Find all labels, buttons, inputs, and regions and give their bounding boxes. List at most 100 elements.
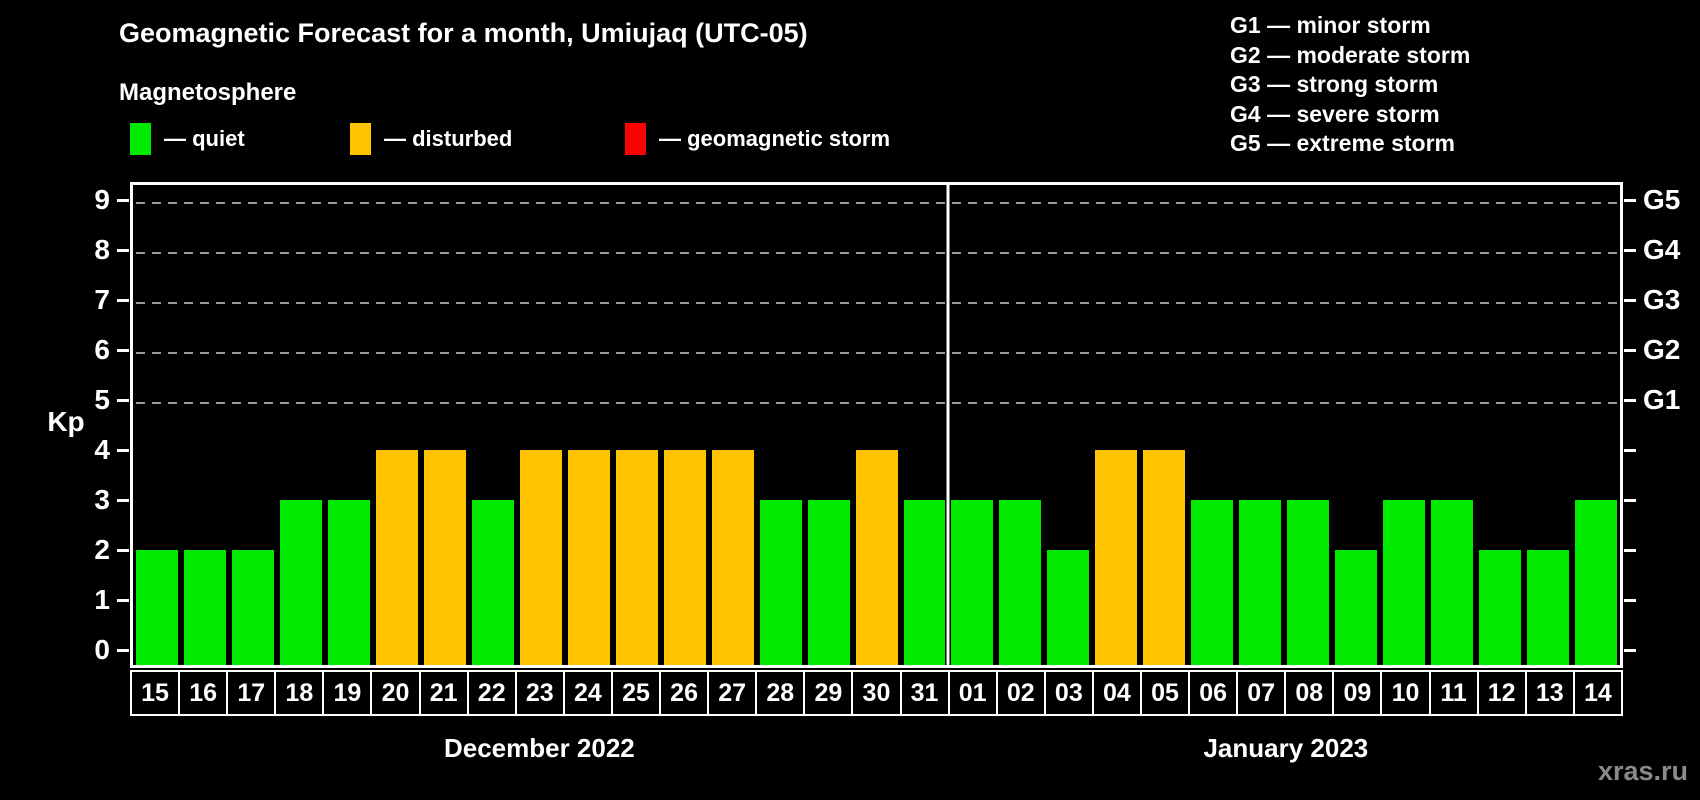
plot-frame: [130, 182, 1623, 668]
day-label-03: 03: [1043, 670, 1094, 716]
day-label-05: 05: [1139, 670, 1191, 716]
kp-bar-11: [1431, 500, 1474, 665]
kp-bar-24: [567, 450, 610, 665]
day-label-02: 02: [995, 670, 1046, 716]
y-tick-right-9: [1624, 198, 1636, 202]
bar-column-16: [181, 185, 229, 665]
bar-column-22: [469, 185, 517, 665]
g-legend-line-2: G2 — moderate storm: [1230, 41, 1471, 68]
legend-label-quiet: — quiet: [164, 126, 245, 151]
gridline-kp6: [136, 352, 1617, 354]
bar-column-26: [661, 185, 709, 665]
y-tick-right-7: [1624, 298, 1636, 302]
kp-bar-26: [663, 450, 706, 665]
day-label-08: 08: [1284, 670, 1335, 716]
kp-bar-18: [279, 500, 322, 665]
bar-column-19: [325, 185, 373, 665]
g-axis-label-G1: G1: [1643, 384, 1681, 415]
g-legend-line-5: G5 — extreme storm: [1230, 130, 1455, 156]
day-label-14: 14: [1572, 670, 1623, 716]
y-tick-left-1: [117, 598, 129, 602]
day-label-17: 17: [226, 670, 277, 716]
g-axis-label-G4: G4: [1643, 234, 1681, 265]
legend-item-disturbed: — disturbed: [350, 120, 512, 158]
bar-column-12: [1476, 185, 1524, 665]
day-label-15: 15: [130, 670, 181, 716]
g-axis-label-G3: G3: [1643, 284, 1681, 315]
bar-column-27: [709, 185, 757, 665]
bar-column-05: [1140, 185, 1188, 665]
day-label-13: 13: [1524, 670, 1575, 716]
kp-bar-30: [855, 450, 898, 665]
kp-bar-04: [1095, 450, 1138, 665]
chart-title: Geomagnetic Forecast for a month, Umiuja…: [119, 18, 808, 48]
magnetosphere-label: Magnetosphere: [119, 79, 297, 106]
y-tick-left-5: [117, 398, 129, 402]
bar-column-30: [853, 185, 901, 665]
bar-column-03: [1044, 185, 1092, 665]
bar-column-06: [1188, 185, 1236, 665]
day-label-30: 30: [851, 670, 902, 716]
y-tick-left-0: [117, 648, 129, 652]
day-label-24: 24: [562, 670, 613, 716]
bar-column-17: [229, 185, 277, 665]
month-label-2: January 2023: [1203, 733, 1369, 763]
plot-gridlines: [136, 188, 1617, 662]
y-tick-right-0: [1624, 648, 1636, 652]
day-label-20: 20: [370, 670, 421, 716]
bar-column-18: [277, 185, 325, 665]
watermark: xras.ru: [1597, 756, 1688, 786]
bar-column-15: [133, 185, 181, 665]
bar-column-09: [1332, 185, 1380, 665]
bars-container: [133, 185, 1620, 665]
kp-bar-15: [136, 550, 178, 665]
day-label-16: 16: [178, 670, 229, 716]
bar-column-23: [517, 185, 565, 665]
day-label-18: 18: [274, 670, 325, 716]
kp-bar-23: [519, 450, 562, 665]
month-axis: December 2022 January 2023: [130, 733, 1623, 764]
g-legend-line-3: G3 — strong storm: [1230, 71, 1439, 97]
magnetosphere-legend: — quiet — disturbed — geomagnetic storm: [0, 120, 1100, 158]
month-label-1: December 2022: [443, 733, 635, 763]
day-label-25: 25: [610, 670, 662, 716]
y-tick-right-3: [1624, 498, 1636, 502]
day-label-27: 27: [707, 670, 758, 716]
bar-column-24: [565, 185, 613, 665]
bar-column-21: [421, 185, 469, 665]
kp-bar-05: [1143, 450, 1186, 665]
kp-bar-09: [1335, 550, 1378, 665]
y-tick-left-2: [117, 548, 129, 552]
gridline-kp7: [136, 302, 1617, 304]
kp-bar-29: [807, 500, 850, 665]
kp-bar-21: [423, 450, 466, 665]
y-tick-right-2: [1624, 548, 1636, 552]
kp-bar-08: [1287, 500, 1330, 665]
day-label-28: 28: [755, 670, 806, 716]
y-tick-label-7: 7: [94, 284, 110, 315]
bar-column-11: [1428, 185, 1476, 665]
y-tick-label-8: 8: [94, 234, 110, 265]
kp-bar-10: [1383, 500, 1426, 665]
legend-label-disturbed: — disturbed: [384, 126, 513, 151]
legend-item-quiet: — quiet: [130, 120, 245, 158]
gridline-kp5: [136, 402, 1617, 404]
disturbed-swatch-icon: [350, 123, 371, 155]
y-tick-right-1: [1624, 598, 1636, 602]
gridline-kp8: [136, 252, 1617, 254]
day-label-01: 01: [947, 670, 998, 716]
y-tick-label-0: 0: [94, 634, 110, 665]
y-tick-label-3: 3: [94, 484, 110, 515]
day-label-19: 19: [322, 670, 373, 716]
day-label-26: 26: [659, 670, 710, 716]
y-tick-label-9: 9: [94, 184, 110, 215]
kp-bar-07: [1239, 500, 1282, 665]
y-tick-label-2: 2: [94, 534, 110, 565]
bar-column-07: [1236, 185, 1284, 665]
kp-bar-16: [183, 550, 226, 665]
y-tick-label-6: 6: [94, 334, 110, 365]
bar-column-20: [373, 185, 421, 665]
kp-bar-19: [327, 500, 370, 665]
gridline-kp9: [136, 202, 1617, 204]
